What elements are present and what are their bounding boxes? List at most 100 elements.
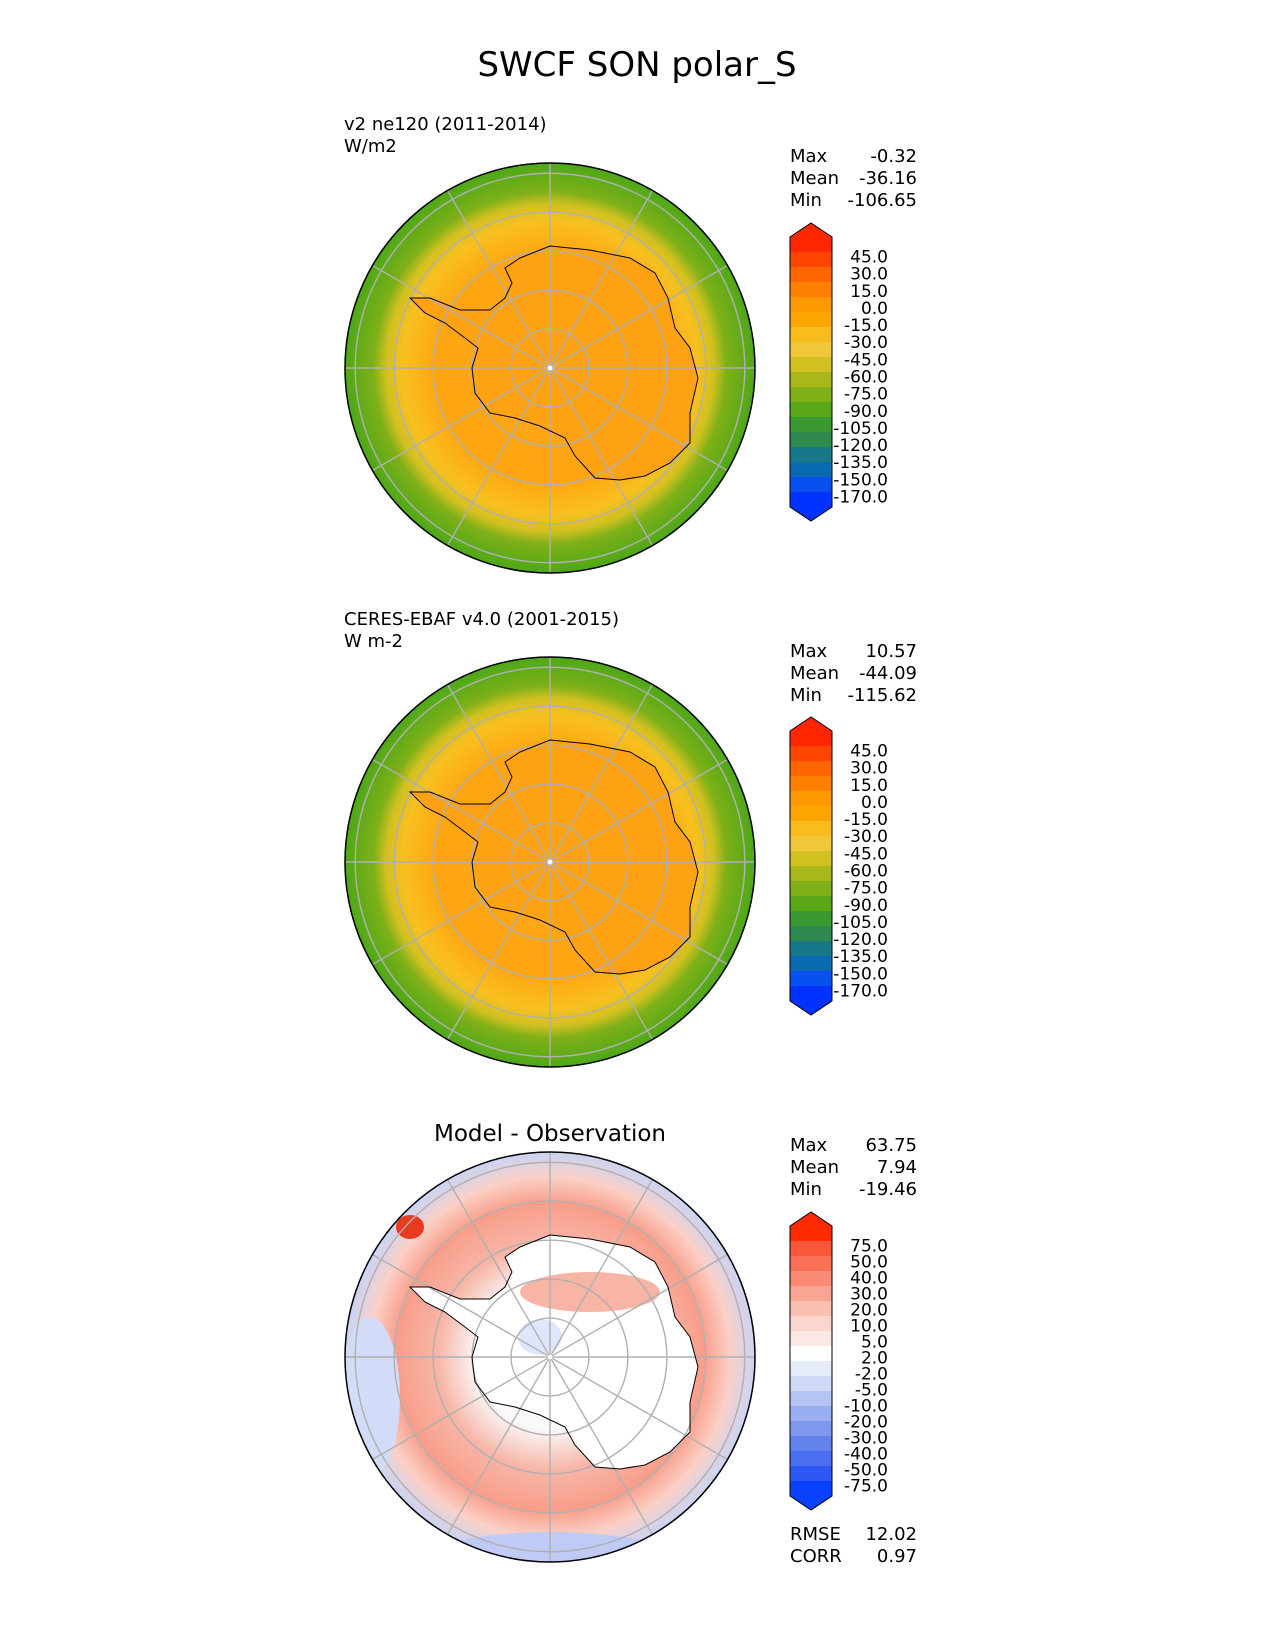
colorbar-tick-label: -30.0	[844, 827, 888, 847]
colorbar-tick-label: 10.0	[850, 1317, 888, 1337]
stat-value: -106.65	[848, 190, 917, 211]
colorbar-segment	[790, 1271, 832, 1287]
colorbar-segment	[790, 432, 832, 448]
colorbar-segment	[790, 1406, 832, 1422]
colorbar-tick-label: -150.0	[833, 470, 888, 490]
colorbar-segment	[790, 387, 832, 403]
colorbar-segment	[790, 1256, 832, 1272]
colorbar-tick-label: -60.0	[844, 368, 888, 388]
panel-test: v2 ne120 (2011-2014)W/m2 Max -0.32 Mean -36.…	[344, 114, 917, 574]
stat-name: Min	[790, 1179, 822, 1200]
colorbar-segment	[790, 821, 832, 837]
colorbar-tick-label: 0.0	[861, 299, 888, 319]
stat-name: Mean	[790, 1157, 839, 1178]
polar-map	[345, 1152, 755, 1562]
colorbar-segment	[790, 881, 832, 897]
colorbar-segment	[790, 357, 832, 373]
colorbar-segment	[790, 417, 832, 433]
colorbar-segment	[790, 1286, 832, 1302]
colorbar-segment	[790, 776, 832, 792]
colorbar-tick-label: 15.0	[850, 776, 888, 796]
colorbar-outline	[789, 716, 833, 1016]
colorbar-segment	[790, 1361, 832, 1377]
colorbar-segment	[790, 1226, 832, 1242]
colorbar-segment	[790, 297, 832, 313]
colorbar-segment	[790, 462, 832, 478]
colorbar-tick-label: 0.0	[861, 793, 888, 813]
colorbar-segment	[790, 926, 832, 942]
stat-value: 10.57	[865, 641, 917, 662]
stat-name: CORR	[790, 1546, 842, 1567]
colorbar-segment	[790, 447, 832, 463]
colorbar-tick-label: 50.0	[850, 1253, 888, 1273]
colorbar-segment	[790, 252, 832, 268]
colorbar-tick-label: -170.0	[833, 982, 888, 1002]
colorbar-extend-top	[790, 223, 832, 237]
colorbar-segment	[790, 1331, 832, 1347]
panel-label: CERES-EBAF v4.0 (2001-2015)	[344, 609, 619, 630]
coastline	[408, 739, 699, 975]
colorbar-segment	[790, 1316, 832, 1332]
colorbar-segment	[790, 1451, 832, 1467]
colorbar-tick-label: -60.0	[844, 862, 888, 882]
colorbar-segment	[790, 342, 832, 358]
panel-units: W/m2	[344, 136, 397, 157]
colorbar-segment	[790, 866, 832, 882]
colorbar-segment	[790, 956, 832, 972]
panel-heading: Model - Observation	[434, 1121, 666, 1147]
colorbar-segment	[790, 1391, 832, 1407]
continent-fill	[410, 740, 698, 974]
polar-map	[345, 163, 755, 573]
colorbar-tick-label: 45.0	[850, 742, 888, 762]
colorbar-tick-label: -120.0	[833, 436, 888, 456]
colorbar-segment	[790, 1436, 832, 1452]
stat-name: Max	[790, 146, 828, 167]
colorbar-segment	[790, 836, 832, 852]
colorbar-segment	[790, 911, 832, 927]
colorbar-tick-label: -30.0	[844, 1429, 888, 1449]
colorbar-tick-label: 30.0	[850, 265, 888, 285]
colorbar-tick-label: 40.0	[850, 1269, 888, 1289]
colorbar-segment	[790, 477, 832, 493]
colorbar-segment	[790, 1241, 832, 1257]
anomaly-patch	[518, 1319, 562, 1355]
colorbar-tick-label: 20.0	[850, 1301, 888, 1321]
map-border	[344, 162, 756, 574]
pole-marker	[547, 365, 553, 371]
colorbar: 75.050.040.030.020.010.05.02.0-2.0-5.0-1…	[789, 1211, 888, 1511]
coastline	[408, 245, 699, 481]
colorbar-tick-label: 45.0	[850, 248, 888, 268]
continent-fill	[410, 246, 698, 480]
colorbar-tick-label: -10.0	[844, 1397, 888, 1417]
colorbar-tick-label: -2.0	[855, 1365, 888, 1385]
stat-value: 12.02	[865, 1524, 917, 1545]
colorbar-extend-bottom	[790, 1001, 832, 1015]
colorbar-segment	[790, 761, 832, 777]
colorbar-segment	[790, 267, 832, 283]
stat-value: 0.97	[877, 1546, 917, 1567]
panel-units: W m-2	[344, 631, 403, 652]
colorbar-extend-top	[790, 717, 832, 731]
colorbar-tick-label: 15.0	[850, 282, 888, 302]
colorbar-segment	[790, 1301, 832, 1317]
colorbar-segment	[790, 896, 832, 912]
colorbar-segment	[790, 282, 832, 298]
colorbar-tick-label: -45.0	[844, 844, 888, 864]
pole-marker	[547, 1354, 553, 1360]
coastline	[408, 1234, 699, 1470]
colorbar-extend-bottom	[790, 507, 832, 521]
colorbar-segment	[790, 941, 832, 957]
colorbar-segment	[790, 492, 832, 508]
colorbar-tick-label: -30.0	[844, 333, 888, 353]
anomaly-patch	[520, 1272, 660, 1312]
colorbar-tick-label: -90.0	[844, 896, 888, 916]
stat-name: RMSE	[790, 1524, 841, 1545]
panel-diff: Model - Observation Max 63.75 Mean 7.94 Min -1…	[344, 1121, 917, 1567]
colorbar-tick-label: -75.0	[844, 385, 888, 405]
colorbar-tick-label: -45.0	[844, 350, 888, 370]
stat-name: Max	[790, 1135, 828, 1156]
colorbar-segment	[790, 1346, 832, 1362]
colorbar-tick-label: -105.0	[833, 913, 888, 933]
colorbar-tick-label: -150.0	[833, 964, 888, 984]
anomaly-patch	[396, 1215, 424, 1239]
